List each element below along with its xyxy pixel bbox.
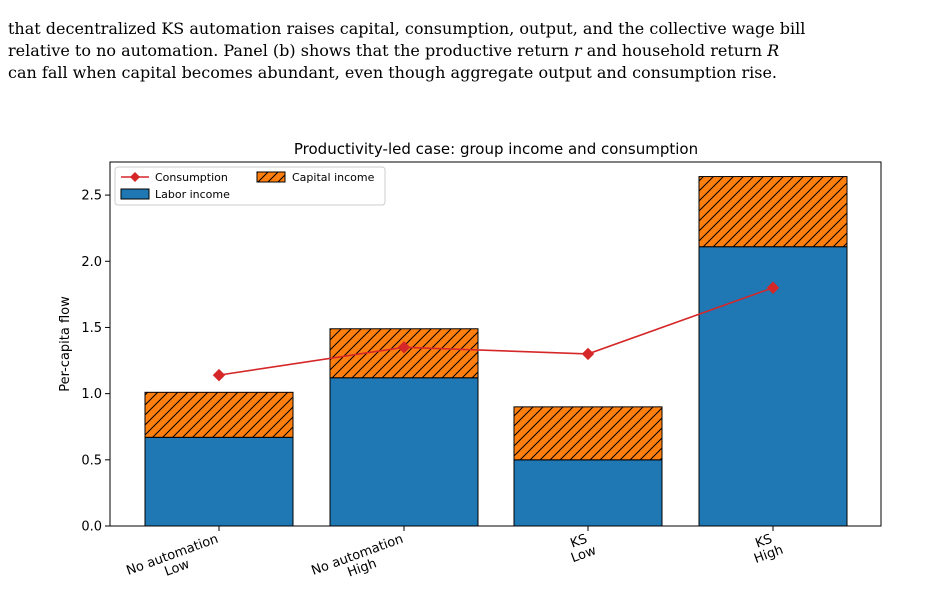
y-tick-label: 2.0	[81, 255, 102, 270]
consumption-point	[581, 347, 595, 361]
legend-consumption-label: Consumption	[155, 171, 228, 184]
capital-income-bar	[144, 391, 294, 438]
capital-income-bar	[698, 176, 848, 248]
y-axis-label: Per-capita flow	[58, 296, 73, 392]
text-segment: and household return	[581, 41, 768, 60]
legend-consumption-marker	[130, 172, 140, 182]
labor-income-bar	[144, 436, 294, 527]
capital-income-bar	[513, 406, 663, 461]
y-tick-label: 0.0	[81, 520, 102, 535]
x-tick-label-line: KS	[568, 532, 589, 552]
plot-frame	[109, 161, 882, 527]
paragraph-line-2: relative to no automation. Panel (b) sho…	[8, 40, 779, 62]
legend-capital-label: Capital income	[292, 171, 375, 184]
text-segment: relative to no automation. Panel (b) sho…	[8, 41, 575, 60]
consumption-point	[212, 368, 226, 382]
chart-title: Productivity-led case: group income and …	[294, 140, 698, 158]
labor-income-bar	[513, 459, 663, 527]
y-tick-label: 1.5	[81, 321, 102, 336]
consumption-point	[766, 281, 780, 294]
legend-box	[114, 166, 386, 206]
consumption-series	[212, 281, 780, 382]
x-tick-label-line: KS	[753, 532, 774, 552]
y-axis: 0.0 0.5 1.0 1.5 2.0 2.5	[81, 189, 110, 535]
y-tick-label: 0.5	[81, 453, 102, 468]
legend-labor-swatch	[120, 188, 150, 200]
consumption-point	[397, 341, 411, 354]
paragraph-line-3: can fall when capital becomes abundant, …	[8, 63, 777, 82]
legend-capital-swatch	[256, 171, 286, 183]
legend-labor-label: Labor income	[155, 188, 230, 201]
y-tick-label: 2.5	[81, 189, 102, 204]
labor-income-bar	[329, 377, 479, 527]
y-tick-label: 1.0	[81, 387, 102, 402]
math-R: R	[767, 41, 780, 60]
math-r: r	[574, 41, 582, 60]
paragraph-line-1: that decentralized KS automation raises …	[8, 19, 806, 38]
legend: Consumption Labor income Capital income	[114, 166, 386, 206]
bars-group	[144, 176, 848, 527]
consumption-line	[218, 286, 774, 376]
